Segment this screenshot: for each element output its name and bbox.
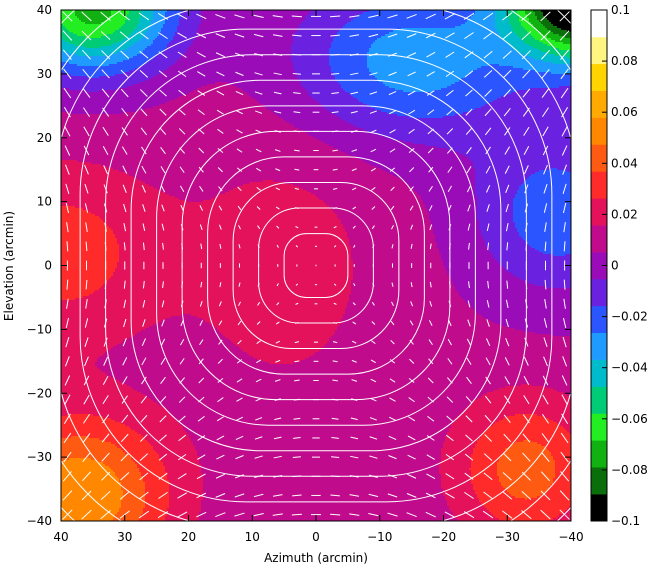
plot-area [4,0,629,569]
